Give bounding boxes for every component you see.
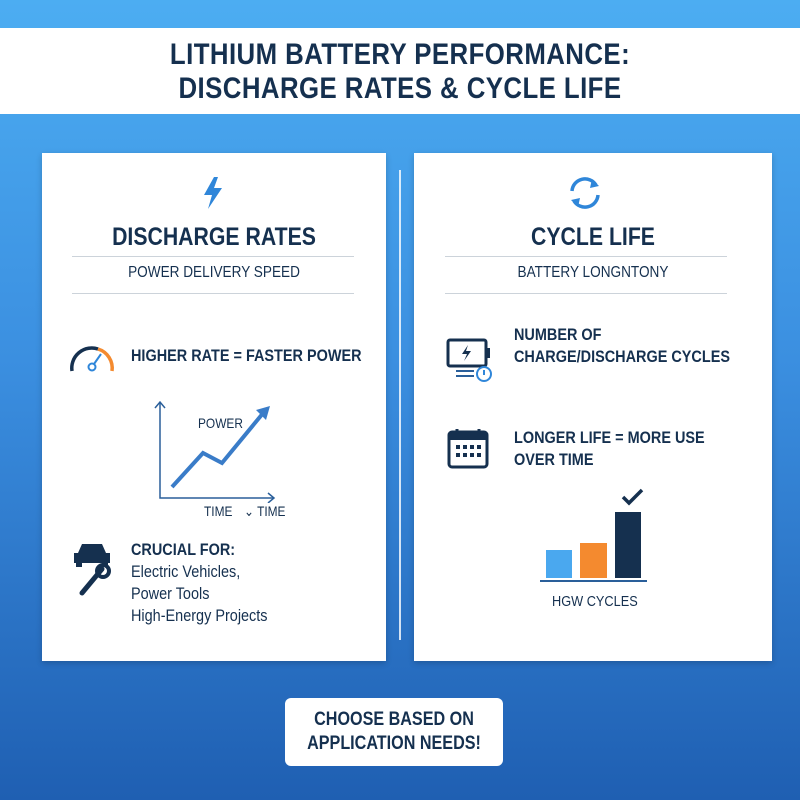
title-line-1: LITHIUM BATTERY PERFORMANCE: xyxy=(169,38,631,71)
divider xyxy=(72,293,354,294)
lightning-bolt-icon xyxy=(204,177,222,209)
power-line xyxy=(170,410,266,489)
bar-high xyxy=(615,512,641,578)
card-subtitle: POWER DELIVERY SPEED xyxy=(128,264,300,281)
center-divider xyxy=(399,170,401,640)
battery-clock-icon xyxy=(446,338,492,382)
higher-rate-text: HIGHER RATE = FASTER POWER xyxy=(131,346,362,365)
crucial-for-heading: CRUCIAL FOR: xyxy=(131,540,236,559)
cta-line2: APPLICATION NEEDS! xyxy=(307,733,481,754)
divider xyxy=(72,256,354,257)
chevron-down-icon: ⌄ xyxy=(244,503,258,519)
cta-line1: CHOOSE BASED ON xyxy=(314,709,474,730)
card-heading: CYCLE LIFE xyxy=(531,223,655,251)
cycles-bar-graphic xyxy=(540,488,647,582)
graph-x-label: TIME xyxy=(204,503,233,519)
graph-x-label-2: ⌄ TIME xyxy=(244,503,286,520)
cycle-arrows-icon xyxy=(570,177,600,209)
card-heading: DISCHARGE RATES xyxy=(112,223,316,251)
use-case-item: Power Tools xyxy=(131,584,210,603)
use-case-item: High-Energy Projects xyxy=(131,606,268,625)
card-subtitle: BATTERY LONGNTONY xyxy=(517,264,669,281)
bar-label: HGW CYCLES xyxy=(552,593,638,610)
cycles-text-line1: NUMBER OF xyxy=(514,325,602,344)
choose-based-on-needs-button[interactable]: CHOOSE BASED ON APPLICATION NEEDS! xyxy=(285,698,503,766)
bar-mid xyxy=(580,543,607,578)
power-time-graph xyxy=(154,400,276,503)
title-line-2: DISCHARGE RATES & CYCLE LIFE xyxy=(178,72,622,105)
discharge-rates-card: DISCHARGE RATES POWER DELIVERY SPEED HIG… xyxy=(42,153,386,661)
title-banner: LITHIUM BATTERY PERFORMANCE: DISCHARGE R… xyxy=(0,28,800,114)
graph-x-label-2-text: TIME xyxy=(257,503,286,519)
longer-life-line1: LONGER LIFE = MORE USE xyxy=(514,428,705,447)
divider xyxy=(445,293,727,294)
divider xyxy=(445,256,727,257)
speedometer-icon xyxy=(70,346,114,372)
bar-low xyxy=(546,550,572,578)
car-wrench-icon xyxy=(74,544,111,596)
cycles-text-line2: CHARGE/DISCHARGE CYCLES xyxy=(514,347,730,366)
graph-y-label: POWER xyxy=(198,415,243,431)
use-case-item: Electric Vehicles, xyxy=(131,562,241,581)
checkmark-icon xyxy=(621,488,644,506)
graph-axes xyxy=(159,402,274,499)
calendar-icon xyxy=(447,429,489,469)
longer-life-line2: OVER TIME xyxy=(514,450,594,469)
cycle-life-card: CYCLE LIFE BATTERY LONGNTONY NUMBER OF C… xyxy=(414,153,772,661)
